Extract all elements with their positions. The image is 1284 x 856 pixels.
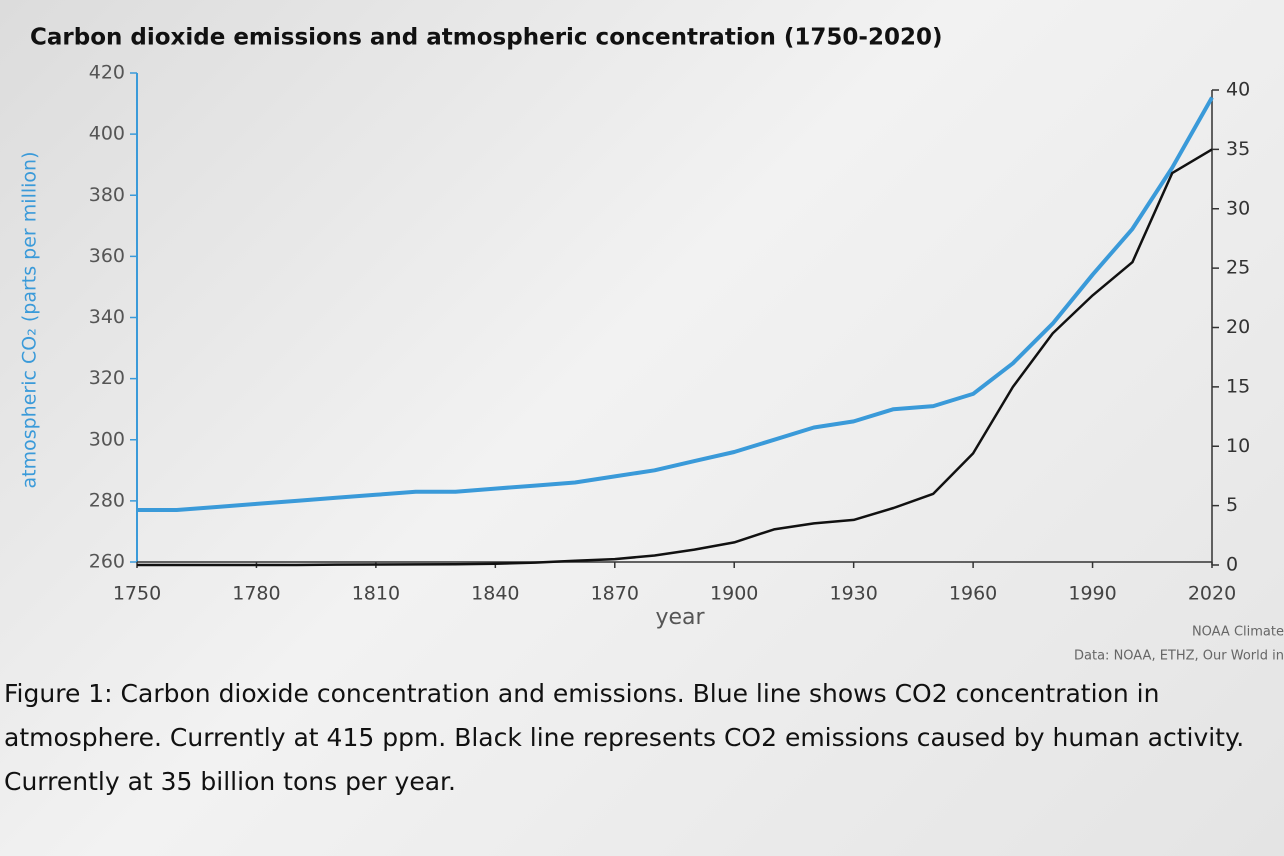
series-line	[137, 96, 1214, 512]
y-tick-label: 300	[89, 428, 125, 450]
x-tick-label: 2020	[1188, 583, 1236, 605]
chart-title: Carbon dioxide emissions and atmospheric…	[30, 25, 943, 51]
y2-tick-label: 5	[1226, 494, 1238, 516]
x-tick-label: 1990	[1068, 583, 1116, 605]
y-tick-label: 280	[89, 489, 125, 511]
y-tick-label: 400	[89, 123, 125, 145]
y2-tick-label: 10	[1226, 435, 1250, 457]
y2-tick-label: 25	[1226, 257, 1250, 279]
y-tick-label: 340	[89, 306, 125, 328]
y2-tick-label: 30	[1226, 197, 1250, 219]
x-axis-label: year	[655, 605, 705, 630]
y-tick-label: 360	[89, 245, 125, 267]
y2-tick-label: 0	[1226, 554, 1238, 576]
x-tick-label: 1960	[949, 583, 997, 605]
y2-tick-label: 35	[1226, 138, 1250, 160]
y-tick-label: 320	[89, 367, 125, 389]
x-tick-label: 1840	[471, 583, 519, 605]
caption: Figure 1: Carbon dioxide concentration a…	[4, 679, 1245, 796]
y2-tick-label: 40	[1226, 79, 1250, 101]
source-note: NOAA Climate	[1192, 625, 1284, 640]
x-tick-label: 1930	[829, 583, 877, 605]
y-tick-label: 420	[89, 62, 125, 84]
x-tick-label: 1810	[352, 583, 400, 605]
x-tick-label: 1750	[113, 583, 161, 605]
y2-tick-label: 20	[1226, 316, 1250, 338]
x-tick-label: 1900	[710, 583, 758, 605]
chart: Carbon dioxide emissions and atmospheric…	[19, 25, 1284, 664]
x-tick-label: 1780	[232, 583, 280, 605]
y-axis-label: atmospheric CO₂ (parts per million)	[19, 152, 41, 489]
y-tick-label: 260	[89, 551, 125, 573]
series-line	[137, 148, 1213, 567]
y-tick-label: 380	[89, 184, 125, 206]
y2-tick-label: 15	[1226, 375, 1250, 397]
x-tick-label: 1870	[591, 583, 639, 605]
source-note: Data: NOAA, ETHZ, Our World in	[1074, 649, 1284, 664]
